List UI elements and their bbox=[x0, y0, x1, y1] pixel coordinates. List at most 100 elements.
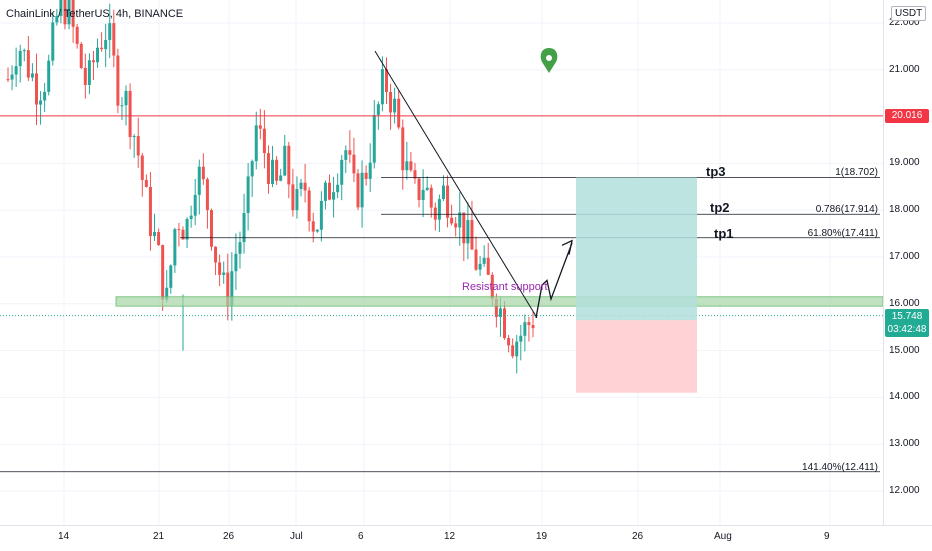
candle-body bbox=[6, 79, 10, 81]
price-tick-label: 16.000 bbox=[889, 297, 920, 309]
support-zone bbox=[115, 296, 884, 307]
fib-label: 61.80%(17.411) bbox=[808, 228, 878, 239]
candle-body bbox=[519, 335, 523, 342]
candle-body bbox=[67, 0, 71, 25]
arrow-head bbox=[561, 239, 573, 255]
candle-body bbox=[124, 90, 128, 106]
candle-body bbox=[222, 272, 226, 275]
time-axis[interactable] bbox=[0, 525, 932, 551]
candle-body bbox=[246, 176, 250, 214]
price-tick-label: 19.000 bbox=[889, 157, 920, 169]
candle-body bbox=[523, 322, 527, 336]
candle-body bbox=[311, 221, 315, 232]
price-tick-label: 21.000 bbox=[889, 63, 920, 75]
candle-body bbox=[153, 232, 157, 237]
candle-body bbox=[303, 182, 307, 191]
time-tick-label: Aug bbox=[714, 531, 732, 542]
candle-body bbox=[507, 338, 511, 346]
candle-body bbox=[409, 161, 413, 171]
candle-body bbox=[205, 179, 209, 211]
candle-body bbox=[462, 212, 466, 244]
candle-body bbox=[51, 22, 55, 61]
candle-body bbox=[413, 170, 417, 179]
candle-body bbox=[189, 215, 193, 219]
candle-body bbox=[279, 175, 283, 181]
candle-body bbox=[466, 220, 470, 244]
candle-body bbox=[393, 98, 397, 113]
zone-label: Resistant support bbox=[462, 281, 548, 293]
candle-body bbox=[242, 213, 246, 243]
time-tick-label: 12 bbox=[444, 531, 456, 542]
time-tick-label: 19 bbox=[536, 531, 548, 542]
current-price-tag: 15.748 03:42:48 bbox=[885, 309, 929, 337]
candle-body bbox=[30, 73, 34, 78]
candle-body bbox=[531, 325, 535, 329]
price-tick-label: 13.000 bbox=[889, 438, 920, 450]
projection-arrow bbox=[535, 242, 573, 318]
candle-body bbox=[315, 229, 319, 232]
candle-body bbox=[470, 220, 474, 250]
fib-label: 141.40%(12.411) bbox=[802, 462, 878, 473]
candle-body bbox=[328, 182, 332, 200]
candle-body bbox=[63, 0, 67, 25]
candle-body bbox=[527, 322, 531, 326]
tp1-label: tp1 bbox=[714, 226, 734, 241]
tp2-label: tp2 bbox=[710, 200, 730, 215]
candle-body bbox=[283, 145, 287, 176]
candle-body bbox=[165, 287, 169, 300]
candle-body bbox=[258, 125, 262, 129]
candle-body bbox=[262, 128, 266, 154]
candle-body bbox=[433, 207, 437, 220]
price-axis[interactable] bbox=[883, 0, 932, 525]
currency-button[interactable]: USDT bbox=[891, 6, 927, 21]
candle-body bbox=[91, 60, 95, 63]
candle-body bbox=[132, 136, 136, 138]
candle-body bbox=[295, 189, 299, 211]
candle-body bbox=[372, 114, 376, 163]
candle-body bbox=[185, 218, 189, 240]
candle-body bbox=[478, 263, 482, 270]
candle-body bbox=[271, 159, 275, 184]
map-pin-dot bbox=[546, 55, 552, 61]
candle-body bbox=[161, 245, 165, 300]
price-tick-label: 17.000 bbox=[889, 251, 920, 262]
candle-body bbox=[34, 73, 38, 105]
candle-body bbox=[389, 91, 393, 113]
candle-body bbox=[319, 200, 323, 230]
candle-body bbox=[112, 23, 116, 56]
candle-body bbox=[405, 161, 409, 171]
candle-body bbox=[250, 161, 254, 177]
time-tick-label: 26 bbox=[223, 531, 235, 542]
candle-body bbox=[218, 262, 222, 275]
current-price-value: 15.748 bbox=[891, 311, 923, 322]
candle-body bbox=[441, 185, 445, 200]
candle-body bbox=[22, 50, 26, 52]
price-tick-label: 12.000 bbox=[889, 485, 920, 496]
candle-body bbox=[238, 242, 242, 254]
candle-body bbox=[498, 308, 502, 317]
candle-body bbox=[96, 47, 100, 63]
candle-body bbox=[425, 187, 429, 190]
candle-body bbox=[275, 159, 279, 181]
target-box bbox=[576, 177, 697, 321]
candles bbox=[6, 0, 535, 374]
price-tick-label: 14.000 bbox=[889, 391, 920, 403]
candle-body bbox=[181, 229, 185, 240]
candle-body bbox=[209, 210, 213, 247]
candle-body bbox=[87, 60, 91, 85]
fib-label: 0.786(17.914) bbox=[816, 204, 878, 215]
candle-body bbox=[201, 166, 205, 180]
candle-body bbox=[59, 0, 63, 16]
candle-body bbox=[454, 223, 458, 228]
price-tick-label: 15.000 bbox=[889, 344, 920, 356]
candle-body bbox=[230, 271, 234, 307]
candle-body bbox=[352, 154, 356, 174]
candle-body bbox=[10, 74, 14, 80]
candle-body bbox=[234, 253, 238, 272]
time-tick-label: 21 bbox=[153, 531, 165, 542]
candle-body bbox=[307, 190, 311, 222]
candle-body bbox=[140, 155, 144, 180]
candle-body bbox=[511, 345, 515, 357]
candle-body bbox=[116, 55, 120, 106]
